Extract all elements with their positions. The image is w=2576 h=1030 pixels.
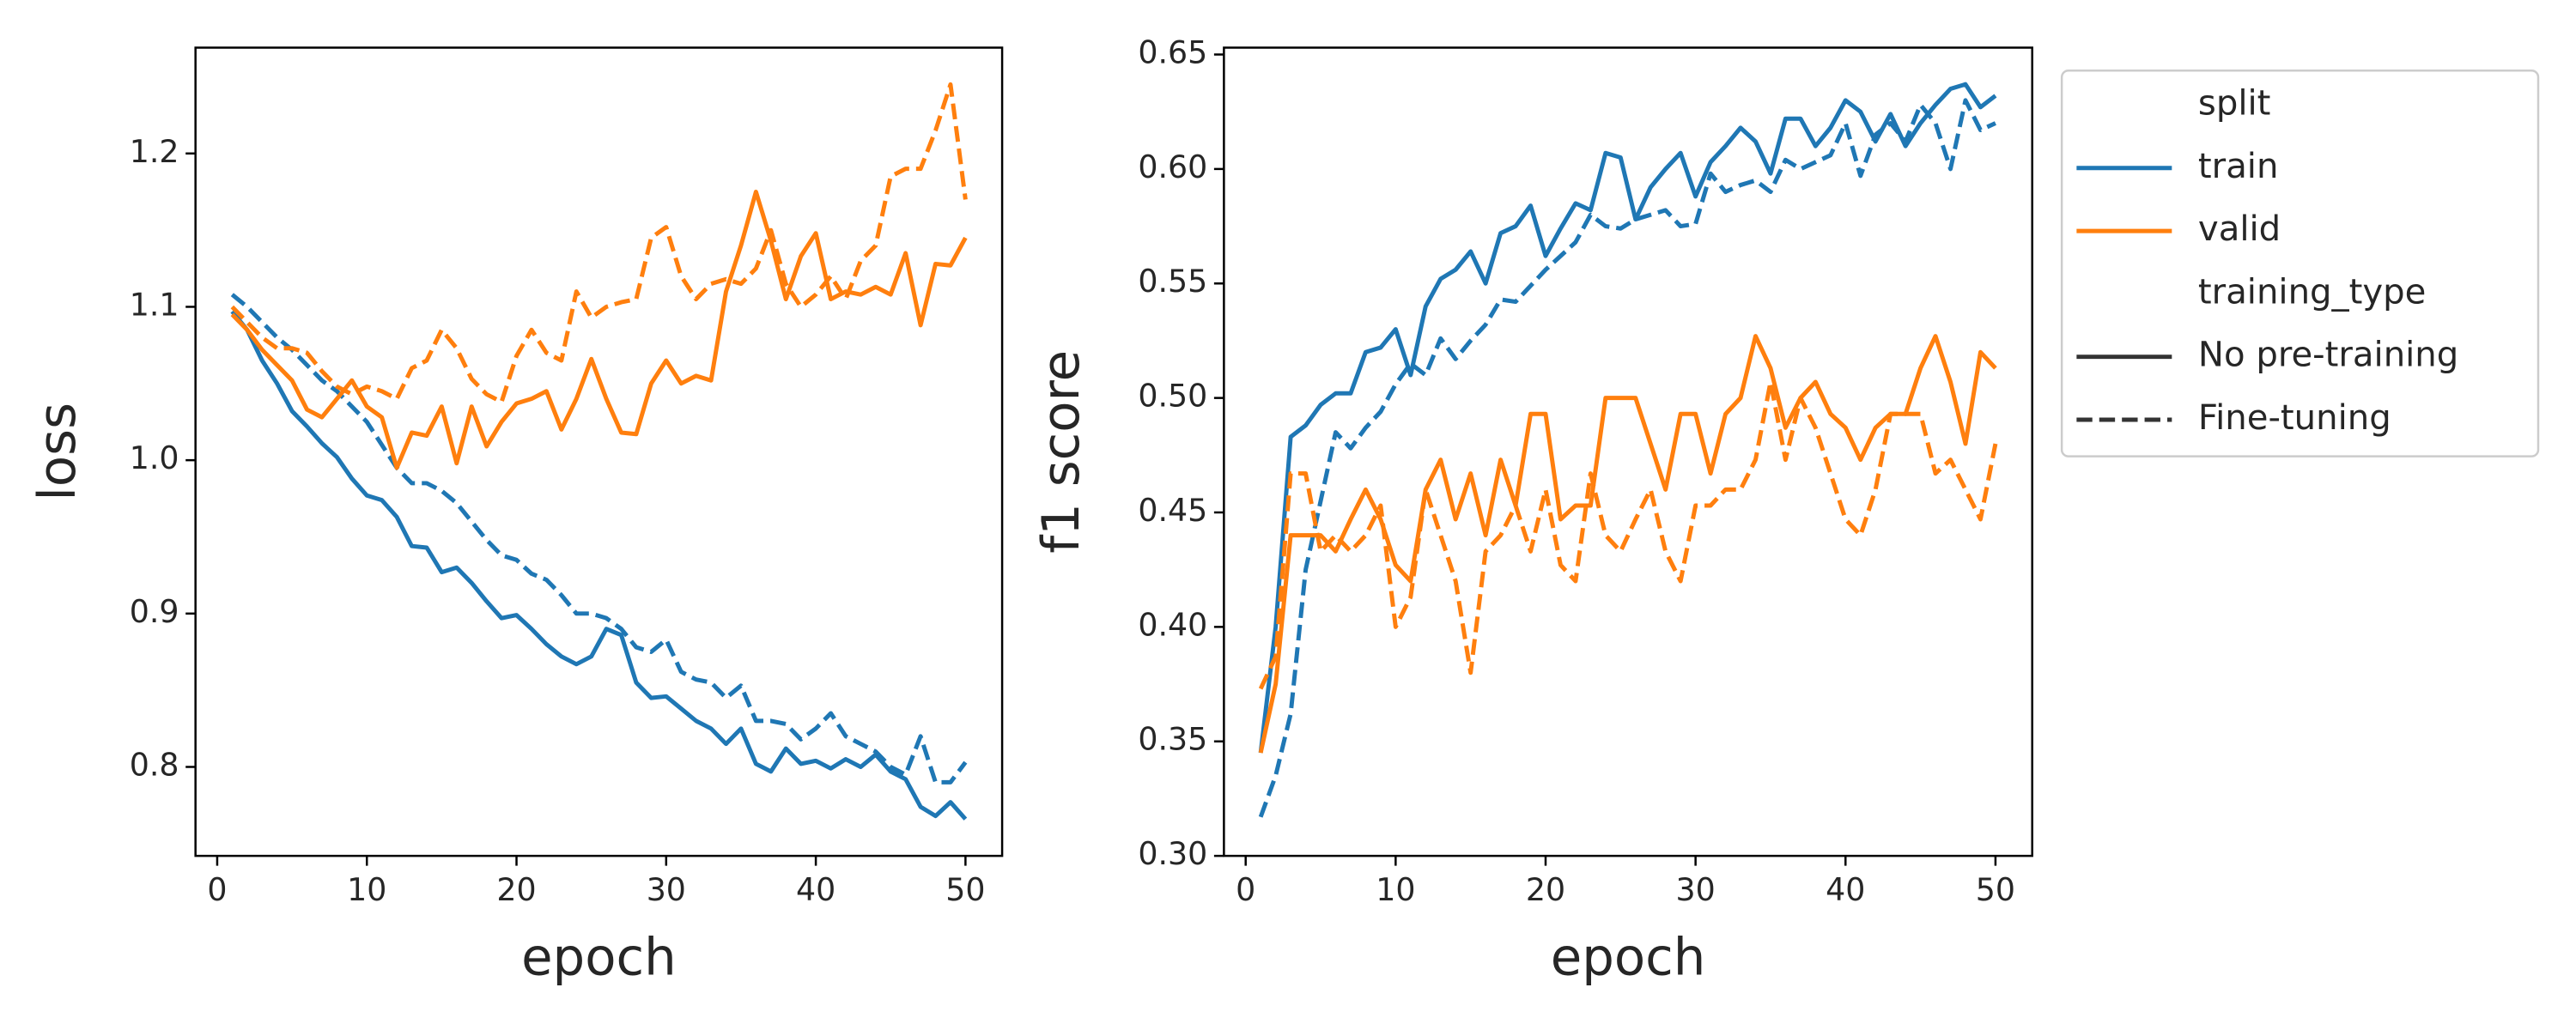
y-tick-label: 1.0 bbox=[130, 439, 179, 476]
x-tick-label: 50 bbox=[1976, 871, 2015, 908]
y-tick-label: 0.50 bbox=[1138, 378, 1207, 415]
x-tick-label: 20 bbox=[1526, 871, 1565, 908]
x-tick-label: 50 bbox=[945, 871, 985, 908]
series-line bbox=[230, 310, 968, 821]
legend-label: No pre-training bbox=[2198, 336, 2458, 375]
x-axis-label: epoch bbox=[521, 928, 677, 987]
y-tick-label: 0.35 bbox=[1138, 721, 1207, 758]
y-tick-label: 0.8 bbox=[130, 746, 179, 783]
y-tick-label: 0.40 bbox=[1138, 606, 1207, 643]
y-tick-label: 0.55 bbox=[1138, 263, 1207, 300]
y-tick-label: 0.65 bbox=[1138, 34, 1207, 71]
y-axis-label: f1 score bbox=[1031, 350, 1091, 554]
x-tick-label: 0 bbox=[207, 871, 227, 908]
legend-title: training_type bbox=[2198, 272, 2426, 312]
y-tick-label: 0.30 bbox=[1138, 835, 1207, 872]
x-tick-label: 30 bbox=[647, 871, 686, 908]
series-line bbox=[1258, 98, 1996, 818]
series-line bbox=[1258, 334, 1997, 754]
x-axis-label: epoch bbox=[1551, 928, 1706, 987]
x-tick-label: 10 bbox=[1376, 871, 1415, 908]
y-tick-label: 0.60 bbox=[1138, 148, 1207, 185]
legend-title: split bbox=[2198, 83, 2271, 123]
y-tick-label: 1.2 bbox=[130, 133, 179, 170]
legend-label: valid bbox=[2198, 209, 2281, 249]
x-tick-label: 30 bbox=[1676, 871, 1716, 908]
y-tick-label: 0.45 bbox=[1138, 492, 1207, 529]
x-tick-label: 40 bbox=[796, 871, 835, 908]
x-tick-label: 10 bbox=[347, 871, 386, 908]
series-line bbox=[230, 293, 968, 785]
legend-box bbox=[2060, 70, 2540, 457]
axes-frame bbox=[194, 46, 1004, 857]
series-line bbox=[1258, 379, 1998, 690]
y-tick-label: 0.9 bbox=[130, 593, 179, 630]
axes-frame bbox=[1223, 46, 2033, 857]
series-line bbox=[230, 189, 968, 470]
legend-label: Fine-tuning bbox=[2198, 398, 2391, 438]
x-tick-label: 0 bbox=[1236, 871, 1255, 908]
x-tick-label: 40 bbox=[1826, 871, 1865, 908]
y-tick-label: 1.1 bbox=[130, 286, 179, 323]
x-tick-label: 20 bbox=[496, 871, 536, 908]
series-line bbox=[230, 82, 968, 404]
y-axis-label: loss bbox=[27, 403, 87, 501]
legend-label: train bbox=[2198, 147, 2279, 186]
